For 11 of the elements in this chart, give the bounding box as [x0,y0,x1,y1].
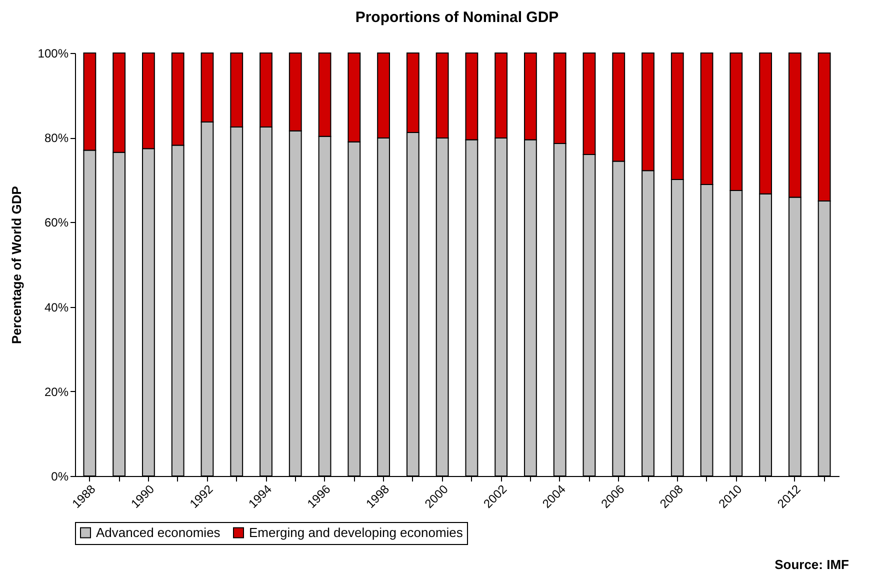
y-tick-label: 40% [44,300,69,314]
y-axis-title: Percentage of World GDP [8,186,24,344]
y-tick-label: 60% [44,216,69,230]
y-tick-label: 0% [51,470,69,484]
y-tick-label: 80% [44,131,69,146]
y-tick-label: 20% [44,384,69,399]
y-tick-label: 100% [38,46,69,60]
source-note: Source: IMF [774,556,849,572]
legend-label: Advanced economies [96,524,221,540]
chart-title: Proportions of Nominal GDP [355,9,559,26]
legend-label: Emerging and developing economies [249,524,464,540]
